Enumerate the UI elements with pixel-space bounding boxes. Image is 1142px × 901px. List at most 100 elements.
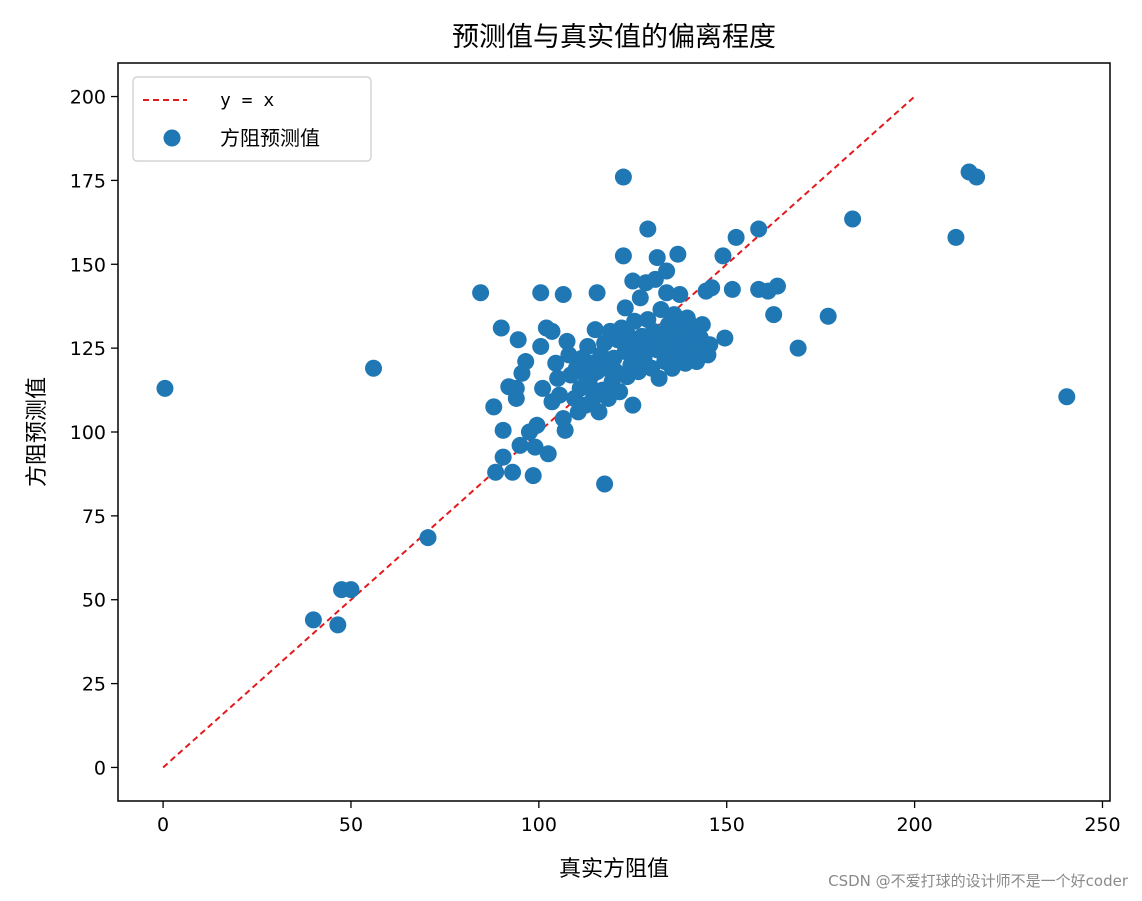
data-point	[494, 448, 512, 466]
plot-area: 0 50 100 150 200 250 0 25 50 75 100 125 150 175 200	[70, 62, 1121, 836]
data-point	[556, 421, 574, 439]
y-axis-ticks: 0 25 50 75 100 125 150 175 200	[70, 87, 118, 779]
y-tick-label: 150	[70, 254, 106, 276]
data-point	[669, 245, 687, 263]
data-point	[156, 379, 174, 397]
data-point	[1058, 388, 1076, 406]
chart-title: 预测值与真实值的偏离程度	[452, 22, 776, 53]
x-axis-label: 真实方阻值	[559, 857, 669, 882]
data-point	[526, 438, 544, 456]
y-tick-label: 175	[70, 170, 106, 192]
legend-marker-label: 方阻预测值	[220, 126, 320, 150]
data-point	[560, 346, 578, 364]
data-point	[768, 277, 786, 295]
data-point	[534, 379, 552, 397]
data-point	[329, 616, 347, 634]
data-point	[485, 398, 503, 416]
data-point	[631, 289, 649, 307]
data-point	[558, 332, 576, 350]
data-point	[365, 359, 383, 377]
x-tick-label: 250	[1084, 814, 1120, 836]
data-point	[693, 316, 711, 334]
data-point	[504, 463, 522, 481]
data-point	[554, 285, 572, 303]
data-point	[652, 301, 670, 319]
y-axis-label: 方阻预测值	[25, 377, 50, 487]
x-tick-label: 150	[709, 814, 745, 836]
data-point	[663, 359, 681, 377]
y-tick-label: 100	[70, 422, 106, 444]
data-point	[703, 279, 721, 297]
data-point	[551, 386, 569, 404]
data-point	[304, 611, 322, 629]
data-point	[614, 247, 632, 265]
data-points-group	[156, 163, 1076, 634]
data-point	[789, 339, 807, 357]
y-tick-label: 200	[70, 87, 106, 109]
data-point	[532, 284, 550, 302]
data-point	[650, 369, 668, 387]
data-point	[819, 307, 837, 325]
y-tick-label: 25	[82, 674, 106, 696]
data-point	[511, 436, 529, 454]
legend: y = x 方阻预测值	[132, 76, 372, 162]
y-tick-label: 0	[94, 757, 106, 779]
data-point	[472, 284, 490, 302]
x-axis-ticks: 0 50 100 150 200 250	[157, 801, 1121, 836]
data-point	[509, 331, 527, 349]
data-point	[494, 421, 512, 439]
data-point	[507, 379, 525, 397]
x-tick-label: 0	[157, 814, 169, 836]
data-point	[658, 284, 676, 302]
data-point	[629, 363, 647, 381]
data-point	[588, 284, 606, 302]
x-tick-label: 50	[339, 814, 363, 836]
data-point	[626, 312, 644, 330]
data-point	[590, 403, 608, 421]
x-tick-label: 200	[896, 814, 932, 836]
data-point	[639, 220, 657, 238]
data-point	[714, 247, 732, 265]
data-point	[611, 383, 629, 401]
legend-line-label: y = x	[220, 90, 274, 111]
watermark: CSDN @不爱打球的设计师不是一个好coder	[828, 872, 1128, 890]
data-point	[750, 220, 768, 238]
data-point	[342, 581, 360, 599]
data-point	[665, 306, 683, 324]
data-point	[723, 280, 741, 298]
data-point	[701, 336, 719, 354]
data-point	[539, 445, 557, 463]
data-point	[586, 321, 604, 339]
data-point	[487, 463, 505, 481]
data-point	[524, 467, 542, 485]
data-point	[947, 228, 965, 246]
data-point	[543, 322, 561, 340]
data-point	[658, 262, 676, 280]
data-point	[596, 475, 614, 493]
data-point	[532, 337, 550, 355]
data-point	[549, 369, 567, 387]
data-point	[579, 337, 597, 355]
y-tick-label: 75	[82, 506, 106, 528]
data-point	[624, 396, 642, 414]
data-point	[492, 319, 510, 337]
data-point	[517, 353, 535, 371]
data-point	[727, 228, 745, 246]
y-tick-label: 125	[70, 338, 106, 360]
data-point	[765, 306, 783, 324]
data-point	[968, 168, 986, 186]
data-point	[614, 168, 632, 186]
data-point	[624, 272, 642, 290]
legend-marker-swatch	[163, 129, 181, 147]
legend-frame	[132, 76, 372, 162]
data-point	[716, 329, 734, 347]
data-point	[620, 327, 638, 345]
data-point	[671, 285, 689, 303]
data-point	[581, 376, 599, 394]
data-point	[419, 529, 437, 547]
data-point	[844, 210, 862, 228]
data-point	[648, 249, 666, 267]
x-tick-label: 100	[521, 814, 557, 836]
y-tick-label: 50	[82, 590, 106, 612]
